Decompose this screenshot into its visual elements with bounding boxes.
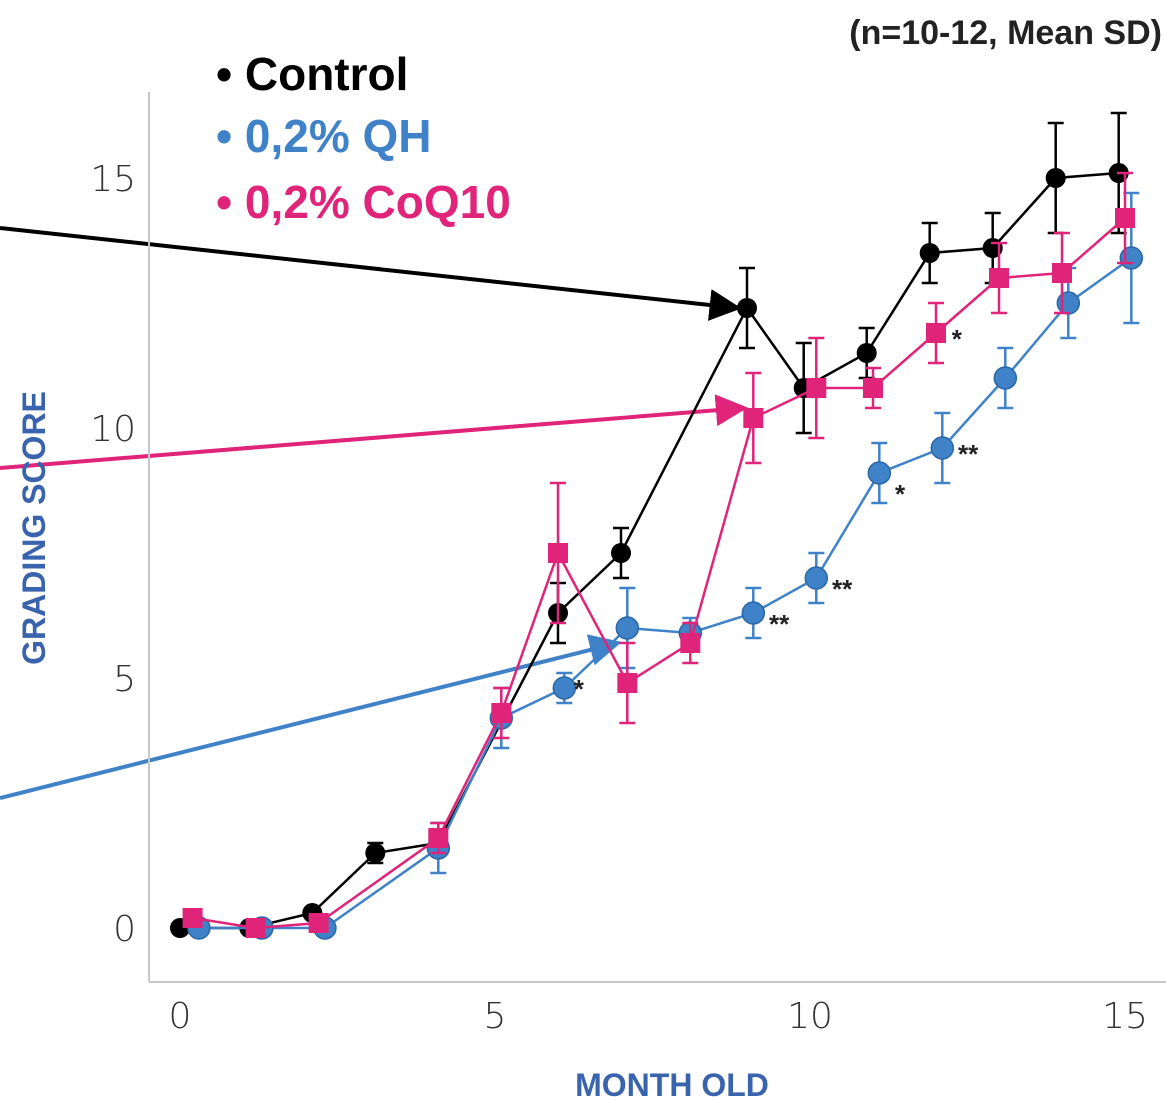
legend-label-control: Control [245,48,409,100]
data-point [737,298,757,318]
data-point [548,543,568,563]
series-line-control [180,171,1119,930]
x-axis-title: MONTH OLD [575,1067,769,1100]
data-point [993,366,1018,390]
x-tick-label: 15 [1102,996,1148,1037]
legend-bullet-control: • [216,48,245,100]
sample-note: (n=10-12, Mean SD) [849,14,1162,52]
arrows-layer [0,226,748,800]
data-point [1115,208,1135,228]
axes [148,92,1166,983]
data-point [552,676,577,700]
data-point [245,918,266,938]
y-axis-title: GRADING SCORE [16,391,52,665]
data-point [806,378,827,398]
series-line-coq10 [192,217,1126,930]
data-point [741,601,766,625]
legend: • Control • 0,2% QH • 0,2% CoQ10 [216,48,511,228]
data-point [804,566,829,590]
data-point [989,268,1009,288]
x-tick-label: 0 [169,996,192,1037]
data-point [1119,246,1144,270]
y-tick-label: 0 [113,909,136,950]
data-point [1045,168,1066,188]
data-point [1052,263,1072,283]
data-point [491,703,512,723]
significance-marker: * [574,674,585,704]
legend-label-coq10: 0,2% CoQ10 [245,176,511,228]
data-point [1056,291,1081,315]
data-point [365,843,386,863]
data-point [615,616,640,640]
series-coq10 [182,171,1135,938]
arrow-qh [0,634,622,800]
data-point [867,461,892,485]
tick-labels: 0 5 10 15 0 5 10 15 [90,159,1148,1037]
data-point [182,908,203,928]
significance-marker: * [895,479,906,509]
data-point [611,543,631,563]
x-tick-label: 5 [484,996,507,1037]
data-point [930,436,955,460]
data-point [856,343,877,363]
data-point [926,323,946,343]
series-control [170,111,1129,938]
significance-marker: * [952,324,963,354]
legend-bullet-coq10: • [216,176,245,228]
significance-marker: ** [769,609,790,639]
arrow-control [0,226,742,321]
legend-item-qh: • 0,2% QH [216,110,432,162]
significance-marker: ** [832,574,853,604]
legend-item-coq10: • 0,2% CoQ10 [216,176,511,228]
series-line-qh [198,256,1133,930]
data-point [308,913,329,933]
data-point [863,378,883,398]
significance-marker: ** [958,439,979,469]
y-tick-label: 5 [113,659,136,700]
legend-label-qh: 0,2% QH [245,110,432,162]
x-tick-label: 10 [787,996,833,1037]
series-layer [170,111,1144,940]
annotations-layer: ********* [574,324,979,704]
legend-item-control: • Control [216,48,408,100]
data-point [617,673,638,693]
data-point [919,243,940,263]
data-point [428,828,449,848]
data-point [680,633,701,653]
legend-bullet-qh: • [216,110,245,162]
y-tick-label: 10 [90,409,136,450]
y-tick-label: 15 [90,159,136,200]
arrow-coq10 [0,394,748,470]
data-point [743,408,764,428]
